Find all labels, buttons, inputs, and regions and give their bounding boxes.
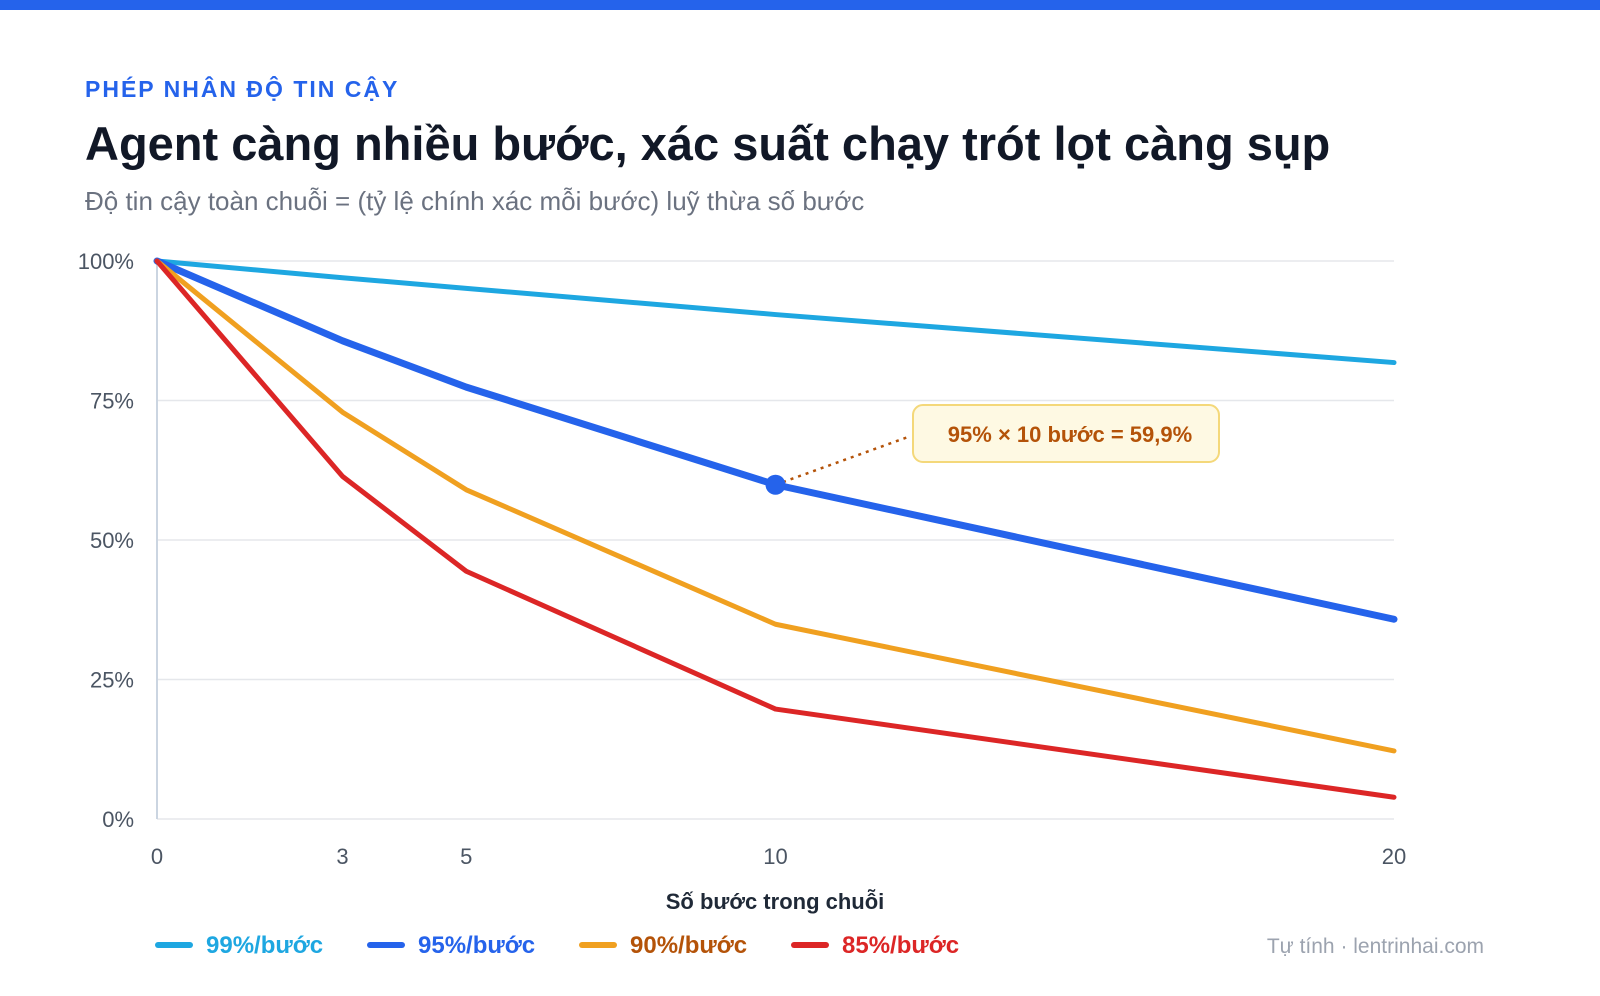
y-tick-label: 100% bbox=[78, 249, 134, 274]
y-tick-label: 50% bbox=[90, 528, 134, 553]
legend-label: 95%/bước bbox=[418, 932, 535, 959]
page-title: Agent càng nhiều bước, xác suất chạy tró… bbox=[85, 117, 1331, 170]
x-tick-label: 10 bbox=[763, 844, 787, 869]
source-note: Tự tính · lentrinhai.com bbox=[1267, 935, 1484, 958]
y-tick-label: 75% bbox=[90, 389, 134, 414]
page-subtitle: Độ tin cậy toàn chuỗi = (tỷ lệ chính xác… bbox=[85, 186, 865, 216]
x-tick-label: 20 bbox=[1382, 844, 1406, 869]
series-line bbox=[154, 258, 1397, 800]
series-line bbox=[153, 257, 1398, 623]
legend-label: 90%/bước bbox=[630, 932, 747, 959]
x-tick-label: 5 bbox=[460, 844, 472, 869]
y-tick-label: 25% bbox=[90, 668, 134, 693]
annotation-label: 95% × 10 bước = 59,9% bbox=[948, 422, 1192, 447]
series-line bbox=[154, 258, 1397, 754]
top-accent-bar bbox=[0, 0, 1600, 10]
grid-lines bbox=[157, 260, 1394, 820]
series-line bbox=[154, 258, 1397, 366]
series-lines bbox=[153, 257, 1398, 800]
annotation-leader bbox=[775, 435, 909, 486]
annotation-box bbox=[912, 404, 1220, 463]
x-axis-label: Số bước trong chuỗi bbox=[666, 889, 885, 914]
y-tick-label: 0% bbox=[102, 807, 134, 832]
x-tick-label: 0 bbox=[151, 844, 163, 869]
legend: 99%/bước 95%/bước 90%/bước 85%/bước bbox=[155, 932, 959, 959]
annotation-point bbox=[765, 474, 786, 495]
y-axis-ticks: 0% 25% 50% 75% 100% bbox=[78, 249, 134, 832]
legend-label: 99%/bước bbox=[206, 932, 323, 959]
eyebrow-label: PHÉP NHÂN ĐỘ TIN CẬY bbox=[85, 76, 400, 102]
annotation-group: 95% × 10 bước = 59,9% bbox=[765, 404, 1220, 495]
x-axis-ticks: 0 3 5 10 20 bbox=[151, 844, 1406, 869]
legend-label: 85%/bước bbox=[842, 932, 959, 959]
x-tick-label: 3 bbox=[336, 844, 348, 869]
